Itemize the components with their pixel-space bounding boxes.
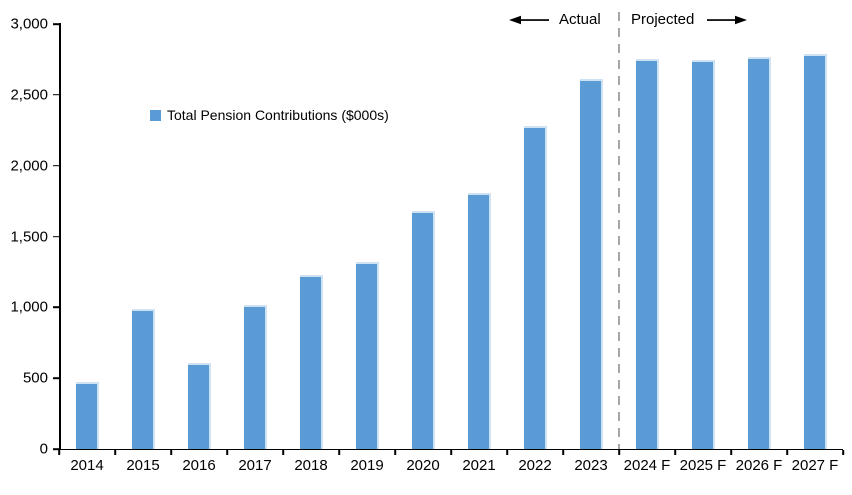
- bar-slot: [675, 24, 731, 449]
- x-tick-label: 2015: [126, 457, 160, 474]
- bar-2025-f: [691, 60, 715, 449]
- left-arrow-icon: [509, 15, 549, 25]
- bar-slot: [283, 24, 339, 449]
- bar-slot: [451, 24, 507, 449]
- bar-slot: [171, 24, 227, 449]
- x-axis-ticks: [58, 450, 844, 455]
- y-tick-label: 3,000: [10, 15, 48, 33]
- y-tick-mark: [53, 23, 60, 25]
- x-tick-mark: [786, 450, 788, 455]
- projected-annotation: Projected: [631, 11, 748, 29]
- bar-2015: [131, 308, 155, 449]
- bar-slot: [395, 24, 451, 449]
- bar-2027-f: [803, 53, 827, 449]
- y-tick-mark: [53, 94, 60, 96]
- x-tick-label: 2014: [70, 457, 104, 474]
- x-tick-label: 2023: [574, 457, 608, 474]
- bar-2023: [579, 79, 603, 449]
- y-tick-label: 1,500: [10, 228, 48, 245]
- bar-2017: [243, 304, 267, 449]
- x-tick-mark: [282, 450, 284, 455]
- bar-2024-f: [635, 59, 659, 449]
- bar-2021: [467, 192, 491, 449]
- legend: Total Pension Contributions ($000s): [150, 106, 389, 124]
- x-tick-label: 2026 F: [735, 457, 783, 474]
- x-tick-label: 2016: [182, 457, 216, 474]
- x-tick-label: 2020: [406, 457, 440, 474]
- legend-color-swatch-icon: [150, 109, 161, 121]
- y-tick-label: 2,000: [10, 157, 48, 175]
- x-tick-label: 2022: [518, 457, 552, 474]
- legend-label: Total Pension Contributions ($000s): [167, 107, 389, 123]
- bar-slot: [507, 24, 563, 449]
- bar-2022: [523, 126, 547, 449]
- projected-label: Projected: [631, 11, 695, 28]
- x-tick-mark: [674, 450, 676, 455]
- x-tick-mark: [394, 450, 396, 455]
- actual-label: Actual: [559, 11, 601, 28]
- x-tick-mark: [506, 450, 508, 455]
- right-arrow-icon: [707, 15, 748, 25]
- x-tick-label: 2025 F: [679, 457, 727, 474]
- bar-slot: [115, 24, 171, 449]
- y-tick-mark: [53, 306, 60, 309]
- y-tick-mark: [53, 164, 60, 167]
- x-tick-mark: [562, 450, 564, 455]
- x-tick-label: 2027 F: [791, 457, 839, 474]
- y-tick-label: 500: [22, 369, 48, 387]
- x-tick-mark: [114, 450, 116, 455]
- x-tick-label: 2018: [294, 457, 328, 474]
- bar-slot: [619, 24, 675, 449]
- x-tick-mark: [842, 450, 844, 455]
- bar-2019: [355, 262, 379, 449]
- x-axis-line: [53, 448, 843, 451]
- bar-slot: [787, 24, 843, 449]
- x-axis-labels: 2014 2015 2016 2017 2018 2019 2020 2021 2022 2023…: [59, 458, 843, 474]
- y-tick-mark: [53, 377, 60, 379]
- bar-slot: [59, 24, 115, 449]
- y-axis-line: [59, 23, 61, 450]
- plot-area: [59, 24, 843, 449]
- x-tick-label: 2024 F: [623, 457, 671, 474]
- bar-slot: [563, 24, 619, 449]
- x-tick-label: 2021: [462, 457, 496, 474]
- bar-2018: [299, 274, 323, 449]
- x-tick-mark: [450, 450, 452, 455]
- y-tick-label: 0: [39, 440, 48, 458]
- x-tick-mark: [58, 450, 60, 455]
- y-tick-label: 2,500: [10, 86, 48, 104]
- y-axis-labels: 3,000 2,500 2,000 1,500 1,000 500 0: [0, 17, 48, 457]
- x-tick-mark: [338, 450, 340, 455]
- x-tick-mark: [170, 450, 172, 455]
- x-tick-label: 2017: [238, 457, 272, 474]
- x-tick-mark: [226, 450, 228, 455]
- bar-slot: [339, 24, 395, 449]
- x-tick-mark: [730, 450, 732, 455]
- bar-2020: [411, 211, 435, 449]
- x-tick-mark: [618, 450, 620, 455]
- bar-slot: [731, 24, 787, 449]
- actual-projected-divider-line: [618, 12, 620, 449]
- bar-2014: [75, 382, 99, 449]
- bar-2016: [187, 362, 211, 449]
- x-tick-label: 2019: [350, 457, 384, 474]
- bar-2026-f: [747, 57, 771, 449]
- actual-annotation: Actual: [509, 11, 601, 29]
- bar-slot: [227, 24, 283, 449]
- y-tick-label: 1,000: [10, 298, 48, 316]
- y-tick-mark: [53, 235, 60, 238]
